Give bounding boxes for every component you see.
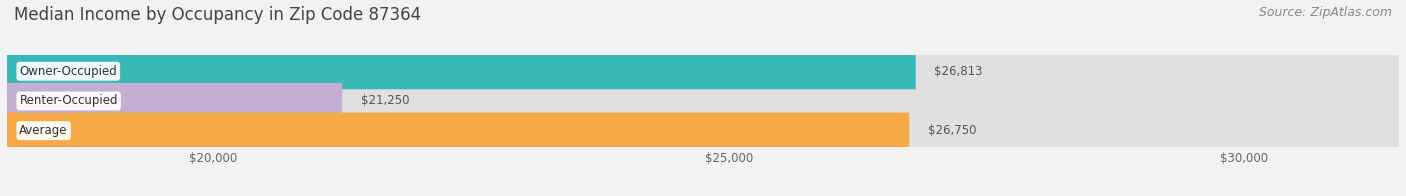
- FancyBboxPatch shape: [7, 83, 342, 119]
- Text: Source: ZipAtlas.com: Source: ZipAtlas.com: [1258, 6, 1392, 19]
- Text: Average: Average: [20, 124, 67, 137]
- Text: $26,750: $26,750: [928, 124, 976, 137]
- FancyBboxPatch shape: [7, 53, 915, 89]
- Text: Median Income by Occupancy in Zip Code 87364: Median Income by Occupancy in Zip Code 8…: [14, 6, 422, 24]
- Text: Owner-Occupied: Owner-Occupied: [20, 65, 117, 78]
- FancyBboxPatch shape: [7, 53, 1399, 89]
- Text: Renter-Occupied: Renter-Occupied: [20, 94, 118, 107]
- Text: $26,813: $26,813: [934, 65, 983, 78]
- FancyBboxPatch shape: [7, 83, 1399, 119]
- FancyBboxPatch shape: [7, 113, 1399, 149]
- Text: $21,250: $21,250: [361, 94, 409, 107]
- FancyBboxPatch shape: [7, 113, 910, 149]
